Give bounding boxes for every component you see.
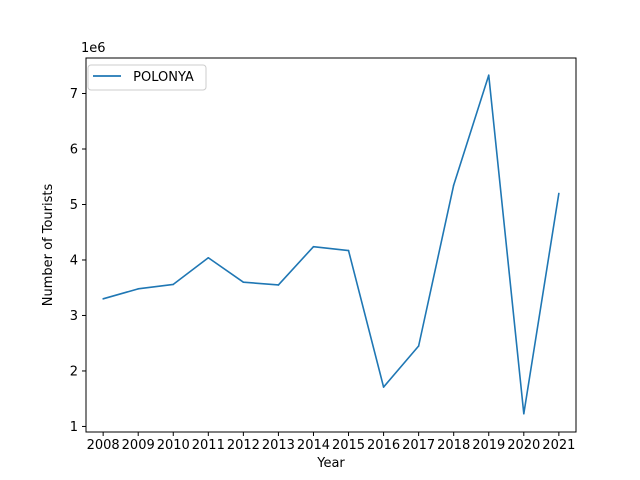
x-tick-label: 2020 [507,438,540,453]
data-point [382,386,385,388]
x-tick-label: 2013 [262,438,295,453]
x-tick-label: 2019 [472,438,505,453]
data-point [417,345,420,347]
y-scale-multiplier: 1e6 [81,41,106,56]
y-axis: 1 2 3 4 5 6 7 [70,87,86,435]
data-point [277,284,280,286]
data-point [102,298,104,300]
y-tick-label: 3 [70,309,78,324]
data-point [242,281,245,283]
x-tick-label: 2015 [332,438,365,453]
x-tick-label: 2018 [437,438,470,453]
x-tick-label: 2008 [87,438,120,453]
y-tick-label: 6 [70,143,78,158]
x-axis-label: Year [316,456,345,471]
x-tick-label: 2021 [542,438,575,453]
series-line-0 [102,74,560,415]
x-tick-label: 2016 [367,438,400,453]
x-tick-label: 2009 [122,438,155,453]
data-point [207,256,210,259]
data-point [347,249,350,252]
y-tick-label: 2 [70,364,78,379]
y-axis-label: Number of Tourists [41,184,56,307]
data-point [137,288,140,290]
plot-area-background [86,58,576,432]
legend: POLONYA [87,64,207,91]
y-tick-label: 7 [70,87,78,102]
x-tick-label: 2010 [157,438,190,453]
legend-label: POLONYA [129,70,194,85]
x-tick-label: 2012 [227,438,260,453]
x-tick-label: 2011 [192,438,225,453]
plot-frame [85,57,577,433]
data-point [312,245,315,248]
data-point [522,412,525,415]
x-tick-label: 2017 [402,438,435,453]
data-point [487,74,490,77]
data-point [558,192,560,195]
data-point [172,283,175,286]
legend-box [87,64,207,91]
series-layer [102,74,560,415]
y-tick-label: 1 [70,420,78,435]
y-tick-label: 5 [70,198,78,213]
y-tick-label: 4 [70,253,78,268]
x-axis: 2008 2009 2010 2011 2012 2013 2014 2015 2016 2017… [87,432,575,453]
x-tick-label: 2014 [297,438,330,453]
data-point [452,184,455,186]
